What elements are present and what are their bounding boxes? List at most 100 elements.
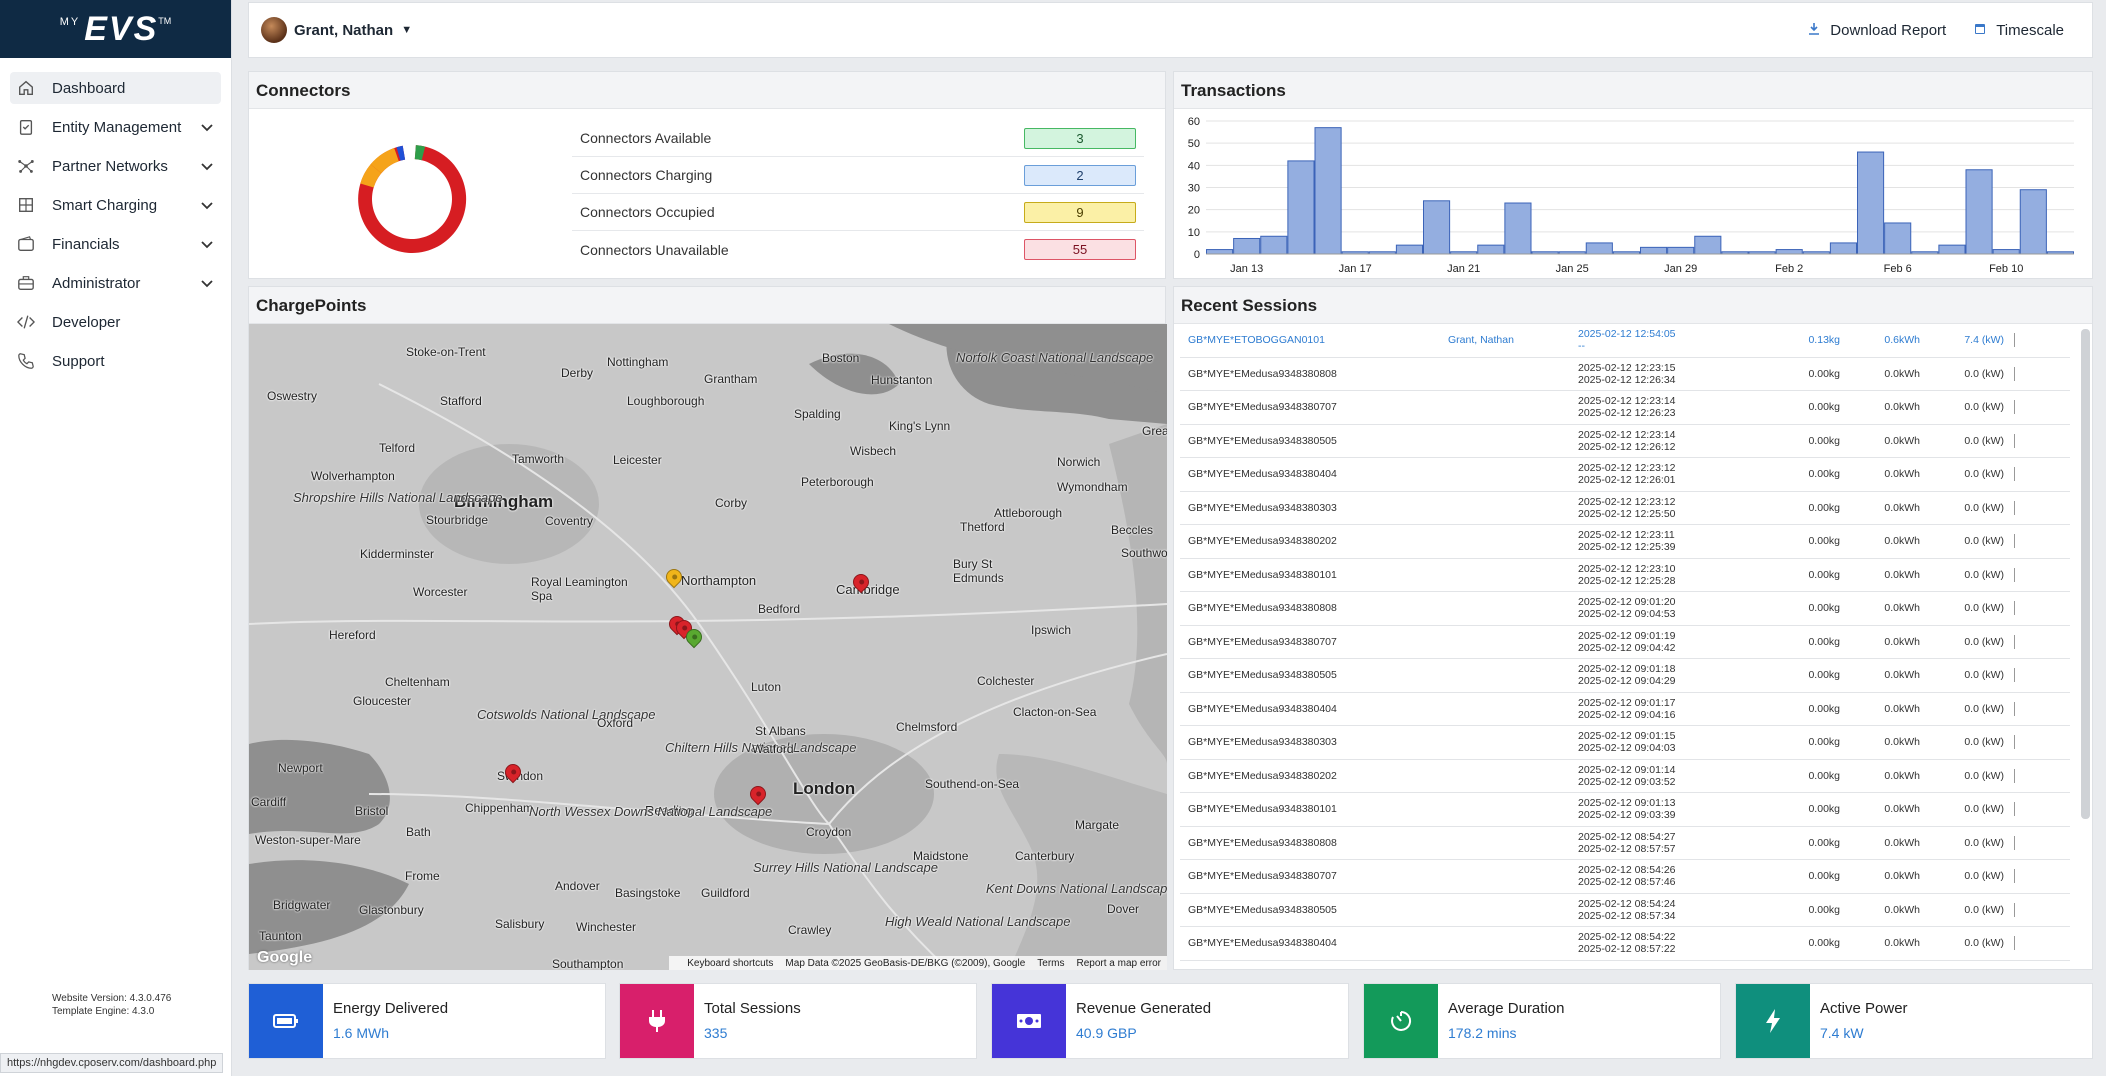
session-time: 2025-02-12 12:23:15 2025-02-12 12:26:34 [1578,362,1676,386]
stat-card-energy[interactable]: Energy Delivered 1.6 MWh [248,983,606,1059]
stat-card-duration[interactable]: Average Duration 178.2 mins [1363,983,1721,1059]
stat-card-active-power[interactable]: Active Power 7.4 kW [1735,983,2093,1059]
report-map-error-link[interactable]: Report a map error [1076,957,1161,969]
brand-logo[interactable]: MY EVS TM [0,0,231,58]
x-tick-label: Jan 25 [1556,263,1589,275]
map-label-major-city: London [793,779,856,798]
transactions-bar[interactable] [1477,244,1505,255]
transactions-bar[interactable] [1640,246,1668,255]
session-row[interactable]: GB*MYE*EMedusa9348380808 0.00kg 0.0kWh 0.0 … [1180,592,2070,626]
transactions-bar[interactable] [1938,244,1966,255]
map-label: Bridgwater [273,898,331,912]
timescale-button[interactable]: Timescale [1974,22,2064,39]
session-row[interactable]: GB*MYE*EMedusa9348380707 0.00kg 0.0kWh 0.0 … [1180,860,2070,894]
sidebar-item-administrator[interactable]: Administrator [10,267,221,299]
session-energy: 0.0kWh [1884,903,1920,916]
stat-card-revenue[interactable]: Revenue Generated 40.9 GBP [991,983,1349,1059]
transactions-bar[interactable] [1423,200,1451,255]
stat-label: Energy Delivered [333,1000,449,1017]
session-row[interactable]: GB*MYE*EMedusa9348380707 0.00kg 0.0kWh 0.0 … [1180,626,2070,659]
session-id: GB*MYE*EMedusa9348380303 [1188,501,1337,514]
sidebar-item-dashboard[interactable]: Dashboard [10,72,221,104]
session-row[interactable]: GB*MYE*EMedusa9348380101 0.00kg 0.0kWh 0.0 … [1180,559,2070,592]
home-icon [16,78,36,98]
stat-card-sessions[interactable]: Total Sessions 335 [619,983,977,1059]
session-row[interactable]: GB*MYE*EMedusa9348380808 0.00kg 0.0kWh 0.0 … [1180,827,2070,860]
session-row[interactable]: 2025-02-12 08:54:21 [1180,961,2070,971]
session-time: 2025-02-12 09:01:15 2025-02-12 09:04:03 [1578,730,1676,754]
transactions-bar[interactable] [1694,235,1722,255]
session-co2: 0.00kg [1808,736,1840,749]
session-start: 2025-02-12 12:23:12 [1578,495,1676,508]
keyboard-shortcuts-link[interactable]: Keyboard shortcuts [687,957,774,969]
transactions-bar[interactable] [1965,169,1993,255]
transactions-bar[interactable] [1829,242,1857,255]
transactions-bar[interactable] [1884,222,1912,255]
transactions-bar[interactable] [1667,246,1695,255]
session-id: GB*MYE*EMedusa9348380202 [1188,769,1337,782]
transactions-bar[interactable] [1260,235,1288,255]
transactions-bar[interactable] [1992,249,2020,255]
session-row[interactable]: GB*MYE*EMedusa9348380404 0.00kg 0.0kWh 0.0 … [1180,693,2070,726]
x-tick-label: Feb 10 [1989,263,2023,275]
session-row[interactable]: GB*MYE*EMedusa9348380202 0.00kg 0.0kWh 0.0 … [1180,760,2070,793]
phone-icon [16,351,36,371]
map-label: Luton [751,680,782,694]
session-row[interactable]: GB*MYE*EMedusa9348380505 0.00kg 0.0kWh 0.0 … [1180,425,2070,458]
stat-label: Total Sessions [704,1000,801,1017]
session-row[interactable]: GB*MYE*EMedusa9348380404 0.00kg 0.0kWh 0.0 … [1180,927,2070,961]
transactions-bar[interactable] [2019,189,2047,255]
session-energy: 0.0kWh [1884,635,1920,648]
sessions-scrollbar[interactable] [2081,329,2090,819]
session-row[interactable]: GB*MYE*EMedusa9348380505 0.00kg 0.0kWh 0.0 … [1180,659,2070,693]
sidebar-item-entity-management[interactable]: Entity Management [10,111,221,143]
map-label: Leicester [613,453,662,467]
terms-link[interactable]: Terms [1037,957,1065,969]
session-energy: 0.0kWh [1884,937,1920,950]
transactions-bar[interactable] [1857,151,1885,255]
map-label: Stoke-on-Trent [406,345,486,359]
chargepoints-map[interactable]: Stoke-on-Trent Derby Nottingham Boston N… [249,324,1167,970]
chevron-down-icon [201,197,215,214]
map-label: Watford [752,742,794,756]
session-row[interactable]: GB*MYE*EMedusa9348380505 0.00kg 0.0kWh 0.0 … [1180,894,2070,927]
session-row[interactable]: GB*MYE*EMedusa9348380707 0.00kg 0.0kWh 0.0 … [1180,391,2070,425]
transactions-bar[interactable] [1233,237,1261,255]
transactions-bar[interactable] [1504,202,1532,255]
session-row[interactable]: GB*MYE*EMedusa9348380101 0.00kg 0.0kWh 0.0 … [1180,793,2070,827]
session-end: 2025-02-12 09:04:16 [1578,708,1676,721]
session-row[interactable]: GB*MYE*ETOBOGGAN0101 Grant, Nathan 0.13kg 0… [1180,324,2070,358]
transactions-bar[interactable] [1287,160,1315,255]
session-row[interactable]: GB*MYE*EMedusa9348380404 0.00kg 0.0kWh 0.0 … [1180,458,2070,492]
connectors-unavailable-badge: 55 [1024,239,1136,260]
session-row[interactable]: GB*MYE*EMedusa9348380202 0.00kg 0.0kWh 0.0 … [1180,525,2070,559]
map-label-region: Norfolk Coast National Landscape [956,351,1153,365]
session-row[interactable]: GB*MYE*EMedusa9348380303 0.00kg 0.0kWh 0.0 … [1180,726,2070,760]
logo-text: EVS [84,9,159,48]
recent-sessions-list[interactable]: GB*MYE*ETOBOGGAN0101 Grant, Nathan 0.13kg 0… [1174,324,2104,970]
transactions-bar[interactable] [1775,249,1803,255]
transactions-bar[interactable] [1585,242,1613,255]
map-label: Tamworth [512,452,565,466]
map-label: Attleborough [994,506,1063,520]
session-row[interactable]: GB*MYE*EMedusa9348380808 0.00kg 0.0kWh 0.0 … [1180,358,2070,391]
session-id: GB*MYE*EMedusa9348380505 [1188,669,1337,682]
map-label: Taunton [259,929,302,943]
user-menu[interactable]: Grant, Nathan ▼ [261,17,412,43]
session-row[interactable]: GB*MYE*EMedusa9348380303 0.00kg 0.0kWh 0.0 … [1180,492,2070,525]
transactions-bar[interactable] [1395,244,1423,255]
sidebar-item-support[interactable]: Support [10,345,221,377]
session-start: 2025-02-12 09:01:14 [1578,763,1676,776]
sidebar-item-financials[interactable]: Financials [10,228,221,260]
sidebar-item-partner-networks[interactable]: Partner Networks [10,150,221,182]
sidebar-item-developer[interactable]: Developer [10,306,221,338]
map-label: Margate [1075,818,1120,832]
sidebar-item-smart-charging[interactable]: Smart Charging [10,189,221,221]
session-co2: 0.00kg [1808,702,1840,715]
session-divider [2014,400,2015,415]
transactions-bar[interactable] [1206,249,1234,255]
transactions-bar[interactable] [1314,127,1342,255]
download-report-button[interactable]: Download Report [1808,22,1946,39]
recent-sessions-panel: Recent Sessions GB*MYE*ETOBOGGAN0101 Gran… [1173,286,2093,970]
session-power: 0.0 (kW) [1964,535,2004,548]
